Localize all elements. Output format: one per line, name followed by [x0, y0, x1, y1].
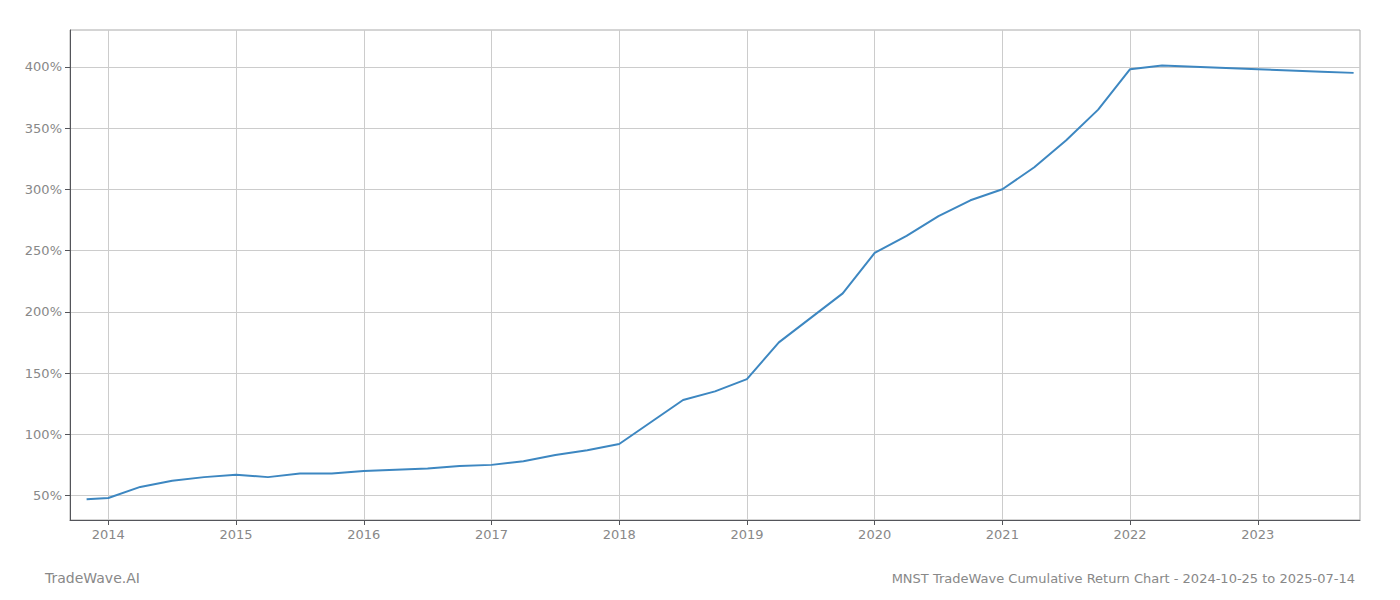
svg-text:150%: 150% — [25, 366, 62, 381]
svg-text:2018: 2018 — [603, 527, 636, 542]
svg-text:2020: 2020 — [858, 527, 891, 542]
svg-text:MNST TradeWave Cumulative Retu: MNST TradeWave Cumulative Return Chart -… — [892, 571, 1355, 586]
svg-text:2019: 2019 — [730, 527, 763, 542]
svg-text:200%: 200% — [25, 304, 62, 319]
svg-text:2017: 2017 — [475, 527, 508, 542]
svg-text:400%: 400% — [25, 59, 62, 74]
svg-text:2022: 2022 — [1114, 527, 1147, 542]
svg-text:2016: 2016 — [347, 527, 380, 542]
svg-text:100%: 100% — [25, 427, 62, 442]
svg-text:350%: 350% — [25, 121, 62, 136]
svg-text:2015: 2015 — [219, 527, 252, 542]
svg-text:TradeWave.AI: TradeWave.AI — [44, 570, 140, 586]
svg-text:2014: 2014 — [92, 527, 125, 542]
svg-text:2023: 2023 — [1241, 527, 1274, 542]
svg-text:50%: 50% — [33, 488, 62, 503]
svg-text:2021: 2021 — [986, 527, 1019, 542]
svg-text:300%: 300% — [25, 182, 62, 197]
svg-text:250%: 250% — [25, 243, 62, 258]
